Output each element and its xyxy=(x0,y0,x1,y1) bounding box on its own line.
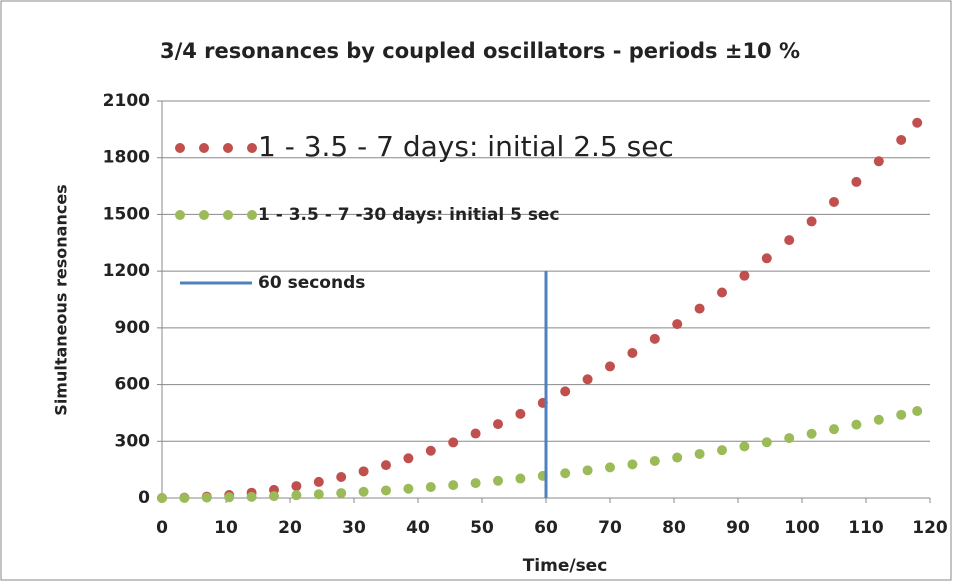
data-point xyxy=(851,176,862,187)
data-point xyxy=(381,460,391,471)
data-point xyxy=(560,468,571,479)
x-tick-label: 0 xyxy=(156,518,168,538)
legend-swatch xyxy=(223,143,233,153)
data-point xyxy=(157,493,167,503)
y-tick-label: 600 xyxy=(115,375,151,395)
data-point xyxy=(649,333,660,344)
data-point xyxy=(672,319,683,330)
y-tick-label: 2100 xyxy=(103,91,150,111)
data-point xyxy=(605,462,615,473)
data-point xyxy=(358,486,369,497)
data-point xyxy=(403,453,414,464)
legend-swatch xyxy=(223,210,233,220)
data-point xyxy=(291,490,302,501)
data-point xyxy=(761,437,772,448)
data-point xyxy=(269,491,279,502)
data-point xyxy=(224,492,235,503)
data-point xyxy=(515,473,526,484)
legend-label: 60 seconds xyxy=(258,273,365,293)
legend-label: 1 - 3.5 - 7 -30 days: initial 5 sec xyxy=(258,205,560,225)
legend-swatch xyxy=(175,210,185,220)
legend-swatch xyxy=(247,210,257,220)
data-point xyxy=(912,117,923,128)
data-point xyxy=(470,428,481,439)
data-point xyxy=(873,414,884,425)
data-point xyxy=(336,472,347,483)
data-point xyxy=(179,493,190,503)
data-point xyxy=(829,196,839,207)
y-tick-label: 1500 xyxy=(103,204,150,224)
data-point xyxy=(493,419,503,430)
data-point xyxy=(448,480,459,491)
data-point xyxy=(313,489,324,500)
x-tick-label: 40 xyxy=(406,518,430,538)
data-point xyxy=(627,348,638,359)
data-point xyxy=(649,455,660,466)
data-point xyxy=(448,437,459,448)
data-point xyxy=(851,419,862,430)
data-point xyxy=(313,476,324,487)
data-point xyxy=(425,445,436,456)
data-point xyxy=(336,488,347,499)
data-point xyxy=(403,483,414,494)
chart-title: 3/4 resonances by coupled oscillators - … xyxy=(160,39,800,63)
legend-swatch xyxy=(199,143,209,153)
legend-swatch xyxy=(199,210,209,220)
data-point xyxy=(560,386,571,397)
x-axis-label: Time/sec xyxy=(523,556,608,576)
x-tick-label: 90 xyxy=(726,518,750,538)
data-point xyxy=(381,485,391,496)
data-point xyxy=(358,466,369,477)
data-point xyxy=(694,303,705,314)
x-tick-label: 50 xyxy=(470,518,494,538)
data-point xyxy=(493,475,503,486)
y-tick-label: 300 xyxy=(115,431,151,451)
legend-label: 1 - 3.5 - 7 days: initial 2.5 sec xyxy=(258,130,674,163)
data-point xyxy=(739,441,750,452)
data-point xyxy=(291,481,302,492)
y-axis-label: Simultaneous resonances xyxy=(52,184,71,415)
data-point xyxy=(582,374,593,385)
x-tick-label: 120 xyxy=(912,518,948,538)
x-tick-label: 30 xyxy=(342,518,366,538)
data-point xyxy=(896,134,907,145)
data-point xyxy=(672,452,683,463)
data-point xyxy=(717,445,727,456)
x-tick-label: 70 xyxy=(598,518,622,538)
data-point xyxy=(896,409,907,420)
x-tick-label: 60 xyxy=(534,518,558,538)
data-point xyxy=(425,482,436,493)
data-point xyxy=(582,465,593,476)
data-point xyxy=(246,491,257,502)
x-tick-label: 10 xyxy=(214,518,238,538)
data-point xyxy=(784,433,795,444)
data-point xyxy=(739,270,750,281)
data-point xyxy=(912,406,923,417)
data-point xyxy=(829,424,839,435)
data-point xyxy=(784,235,795,246)
legend-swatch xyxy=(247,143,257,153)
data-point xyxy=(873,156,884,167)
legend-swatch xyxy=(175,143,185,153)
y-tick-label: 900 xyxy=(115,318,151,338)
data-point xyxy=(201,492,212,503)
data-point xyxy=(761,253,772,264)
data-point xyxy=(717,287,727,298)
data-point xyxy=(694,448,705,459)
data-point xyxy=(470,478,481,489)
y-tick-label: 1800 xyxy=(103,148,150,168)
y-tick-label: 1200 xyxy=(103,261,150,281)
x-tick-label: 100 xyxy=(784,518,820,538)
data-point xyxy=(806,216,817,227)
x-tick-label: 110 xyxy=(848,518,884,538)
x-tick-label: 80 xyxy=(662,518,686,538)
data-point xyxy=(627,459,638,470)
data-point xyxy=(806,428,817,439)
y-tick-label: 0 xyxy=(138,488,150,508)
x-tick-label: 20 xyxy=(278,518,302,538)
data-point xyxy=(605,361,615,372)
data-point xyxy=(515,408,526,419)
